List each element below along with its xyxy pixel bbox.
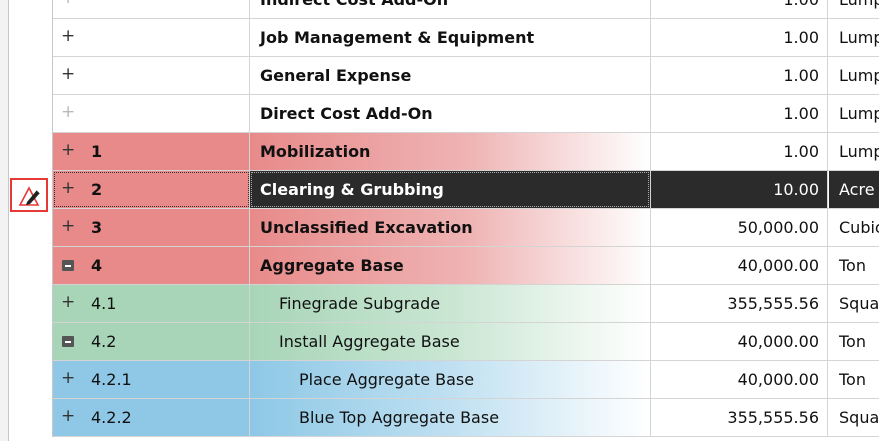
wbs-cell[interactable]: 4.2: [53, 323, 250, 360]
expand-plus-icon[interactable]: +: [61, 368, 76, 388]
wbs-cell[interactable]: +: [53, 0, 250, 18]
description-cell[interactable]: Indirect Cost Add-On: [250, 0, 650, 18]
description-cell[interactable]: Blue Top Aggregate Base: [250, 399, 650, 436]
expand-plus-icon[interactable]: +: [61, 216, 76, 236]
wbs-cell[interactable]: +1: [53, 133, 250, 170]
description-cell[interactable]: Mobilization: [250, 133, 650, 170]
description-text: Aggregate Base: [260, 256, 404, 275]
description-text: Clearing & Grubbing: [260, 180, 444, 199]
table-row[interactable]: +4.2.2 Blue Top Aggregate Base 355,555.56 S…: [53, 399, 879, 437]
quantity-cell[interactable]: 355,555.56: [650, 399, 828, 436]
description-text: Mobilization: [260, 142, 371, 161]
unit-cell[interactable]: Ton: [839, 256, 866, 275]
description-cell[interactable]: Unclassified Excavation: [250, 209, 650, 246]
table-row[interactable]: + General Expense 1.00 Lump: [53, 57, 879, 95]
wbs-number: 4.2: [91, 332, 117, 351]
wbs-number: 4.1: [91, 294, 117, 313]
quantity-cell[interactable]: 1.00: [650, 95, 828, 132]
quantity-cell[interactable]: 40,000.00: [650, 361, 828, 398]
unit-cell[interactable]: Lump: [839, 66, 879, 85]
description-text: Indirect Cost Add-On: [250, 0, 448, 9]
wbs-cell[interactable]: 4: [53, 247, 250, 284]
quantity-cell[interactable]: 1.00: [650, 0, 828, 18]
wbs-number: 4.2.1: [91, 370, 132, 389]
description-text: Place Aggregate Base: [299, 370, 475, 389]
quantity-cell[interactable]: 1.00: [650, 133, 828, 170]
description-text: Blue Top Aggregate Base: [299, 408, 500, 427]
quantity-cell[interactable]: 355,555.56: [650, 285, 828, 322]
description-text: General Expense: [260, 66, 412, 85]
quantity-cell[interactable]: 10.00: [650, 171, 828, 208]
row-edit-indicator[interactable]: [10, 178, 48, 212]
description-cell[interactable]: Direct Cost Add-On: [250, 95, 650, 132]
wbs-cell[interactable]: +4.2.2: [53, 399, 250, 436]
description-cell[interactable]: Clearing & Grubbing: [250, 171, 650, 208]
quantity-cell[interactable]: 1.00: [650, 19, 828, 56]
table-row[interactable]: +4.2.1 Place Aggregate Base 40,000.00 Ton: [53, 361, 879, 399]
description-text: Job Management & Equipment: [260, 28, 535, 47]
wbs-number: 4.2.2: [91, 408, 132, 427]
description-cell[interactable]: Finegrade Subgrade: [250, 285, 650, 322]
unit-cell[interactable]: Lump: [839, 142, 879, 161]
description-text: Direct Cost Add-On: [260, 104, 433, 123]
quantity-cell[interactable]: 40,000.00: [650, 323, 828, 360]
unit-cell[interactable]: Squa: [839, 408, 879, 427]
unit-cell[interactable]: Lump: [839, 28, 879, 47]
wbs-number: 3: [91, 218, 103, 237]
table-row[interactable]: +2 Clearing & Grubbing 10.00 Acre: [53, 171, 879, 209]
quantity-cell[interactable]: 50,000.00: [650, 209, 828, 246]
wbs-number: 4: [91, 256, 103, 275]
table-row[interactable]: 4 Aggregate Base 40,000.00 Ton: [53, 247, 879, 285]
expand-plus-icon[interactable]: +: [61, 178, 76, 198]
table-row[interactable]: +4.1 Finegrade Subgrade 355,555.56 Squa: [53, 285, 879, 323]
table-row[interactable]: 4.2 Install Aggregate Base 40,000.00 Ton: [53, 323, 879, 361]
wbs-cell[interactable]: +: [53, 95, 250, 132]
wbs-number: 1: [91, 142, 103, 161]
table-row[interactable]: + Direct Cost Add-On 1.00 Lump: [53, 95, 879, 133]
expand-plus-icon[interactable]: +: [61, 140, 76, 160]
description-text: Install Aggregate Base: [279, 332, 460, 351]
wbs-cell[interactable]: +: [53, 57, 250, 94]
pencil-edit-icon: [18, 186, 41, 206]
description-cell[interactable]: General Expense: [250, 57, 650, 94]
unit-cell[interactable]: Cubic: [839, 218, 879, 237]
quantity-cell[interactable]: 1.00: [650, 57, 828, 94]
description-cell[interactable]: Aggregate Base: [250, 247, 650, 284]
expand-plus-icon[interactable]: +: [61, 0, 75, 18]
table-row[interactable]: + Job Management & Equipment 1.00 Lump: [53, 19, 879, 57]
collapse-minus-icon[interactable]: [61, 247, 75, 284]
description-cell[interactable]: Place Aggregate Base: [250, 361, 650, 398]
expand-plus-icon[interactable]: +: [61, 64, 76, 84]
description-cell[interactable]: Install Aggregate Base: [250, 323, 650, 360]
description-cell[interactable]: Job Management & Equipment: [250, 19, 650, 56]
table-row[interactable]: +3 Unclassified Excavation 50,000.00 Cubic: [53, 209, 879, 247]
expand-plus-icon[interactable]: +: [61, 102, 76, 122]
wbs-cell[interactable]: +: [53, 19, 250, 56]
unit-cell[interactable]: Squa: [839, 294, 879, 313]
expand-plus-icon[interactable]: +: [61, 406, 76, 426]
unit-cell[interactable]: Acre: [829, 171, 879, 208]
table-row[interactable]: +1 Mobilization 1.00 Lump: [53, 133, 879, 171]
wbs-cell[interactable]: +3: [53, 209, 250, 246]
unit-cell[interactable]: Lump: [829, 0, 879, 18]
wbs-cell[interactable]: +4.2.1: [53, 361, 250, 398]
unit-cell[interactable]: Lump: [839, 104, 879, 123]
unit-cell[interactable]: Ton: [839, 332, 866, 351]
wbs-number: 2: [91, 180, 103, 199]
quantity-cell[interactable]: 40,000.00: [650, 247, 828, 284]
wbs-cell[interactable]: +4.1: [53, 285, 250, 322]
collapse-minus-icon[interactable]: [61, 323, 75, 360]
expand-plus-icon[interactable]: +: [61, 292, 76, 312]
description-text: Finegrade Subgrade: [279, 294, 441, 313]
unit-cell[interactable]: Ton: [839, 370, 866, 389]
expand-plus-icon[interactable]: +: [61, 26, 76, 46]
description-text: Unclassified Excavation: [260, 218, 473, 237]
wbs-cell[interactable]: +2: [53, 171, 250, 208]
left-gutter: [0, 0, 9, 441]
